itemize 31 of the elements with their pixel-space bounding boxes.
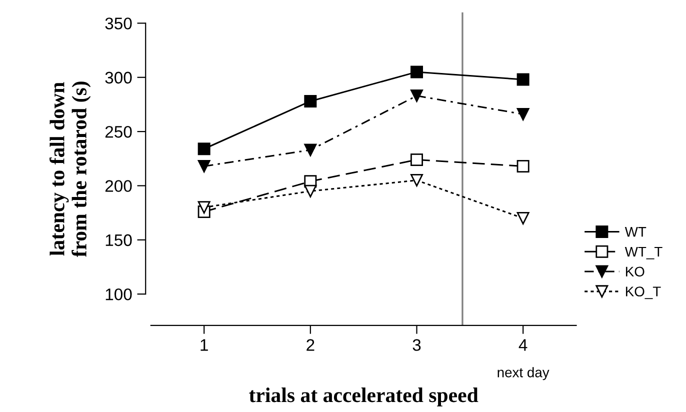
- legend-label: KO_T: [626, 286, 661, 300]
- point: [410, 153, 423, 166]
- point: [304, 94, 317, 108]
- point: [198, 160, 210, 172]
- y-tick-label: 100: [106, 288, 132, 300]
- y-tick-label: 150: [106, 234, 132, 246]
- y-tick-label: 250: [105, 126, 132, 138]
- legend-label: WT_T: [624, 246, 662, 260]
- x-tick-label: 3: [412, 339, 421, 351]
- x-axis-title: trials at accelerated speed: [249, 388, 478, 406]
- x-tick-label: 1: [200, 339, 208, 351]
- point: [304, 144, 317, 156]
- legend-label: WT: [624, 227, 646, 237]
- point: [516, 108, 530, 120]
- point: [410, 174, 423, 187]
- y-tick-label: 200: [105, 180, 132, 192]
- point: [198, 142, 210, 156]
- point: [516, 212, 530, 224]
- point: [410, 90, 423, 102]
- y-tick-label: 350: [105, 18, 132, 30]
- legend-label: KO: [626, 266, 644, 277]
- y-tick-label: 300: [105, 72, 132, 84]
- point: [410, 66, 423, 78]
- text: next day: [498, 367, 550, 380]
- point: [516, 73, 530, 86]
- point: [516, 160, 530, 172]
- point: [198, 201, 210, 214]
- y-axis-title: latency to fall down from the rotarod (s): [50, 82, 91, 258]
- x-tick-label: 2: [306, 339, 314, 351]
- x-tick-label: 4: [518, 339, 528, 351]
- point: [304, 184, 317, 198]
